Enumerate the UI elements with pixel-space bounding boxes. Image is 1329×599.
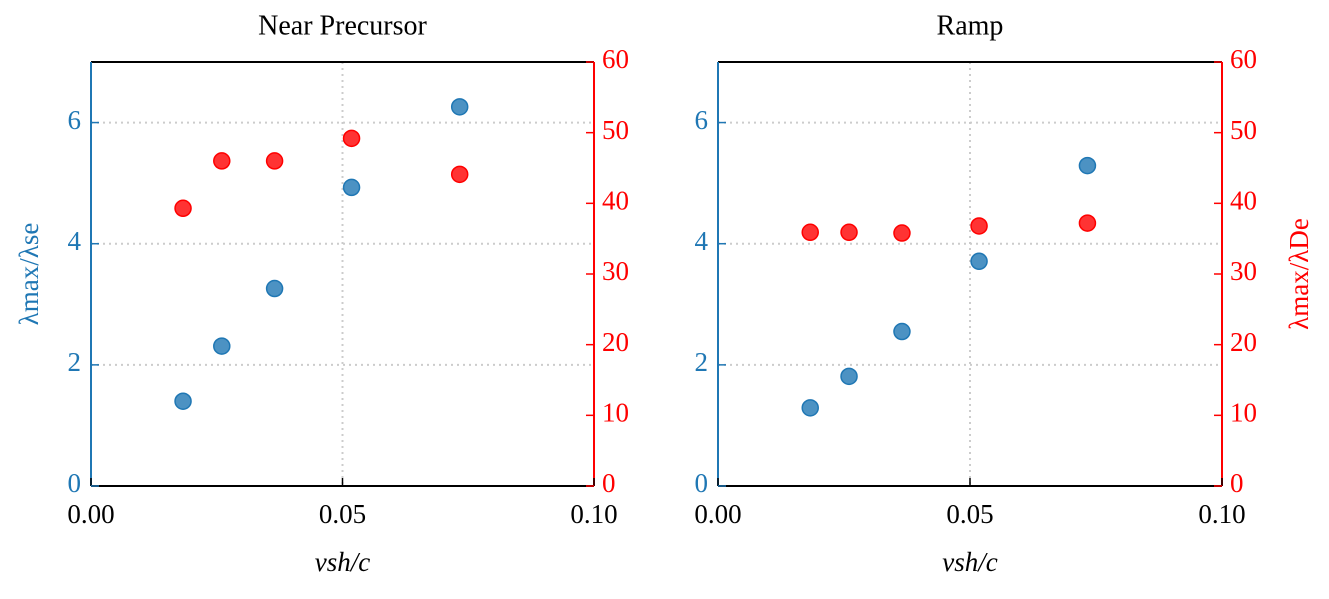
y-tick-label: 0	[68, 468, 82, 498]
y2-tick-label: 10	[1230, 398, 1257, 428]
point	[450, 165, 469, 184]
y2-tick-label: 30	[602, 256, 629, 286]
point	[450, 98, 469, 116]
point	[1078, 214, 1097, 232]
point	[265, 152, 284, 170]
y-axis-label: λmax/λse	[14, 223, 44, 326]
point	[265, 279, 284, 298]
point	[213, 337, 231, 355]
point	[970, 252, 988, 271]
y-tick-label: 6	[68, 105, 82, 135]
y2-tick-label: 20	[602, 327, 629, 357]
chart-title: Near Precursor	[258, 10, 427, 41]
x-tick-label: 0.10	[1198, 499, 1245, 529]
point	[840, 223, 858, 242]
point	[1078, 156, 1097, 175]
y-tick-label: 6	[695, 105, 709, 135]
x-tick-label: 0.05	[946, 499, 993, 529]
x-axis-label: vsh/c	[942, 547, 997, 577]
point	[174, 199, 192, 218]
x-tick-label: 0.10	[570, 499, 617, 529]
point	[893, 322, 911, 341]
point	[801, 399, 819, 417]
y2-tick-label: 20	[1230, 327, 1257, 357]
point	[213, 152, 231, 170]
point	[342, 129, 361, 148]
y2-axis-label: λmax/λDe	[1284, 218, 1314, 330]
y-tick-label: 2	[68, 347, 82, 377]
y2-tick-label: 50	[1230, 115, 1257, 145]
point	[840, 367, 858, 386]
y-tick-label: 0	[695, 468, 709, 498]
point	[342, 178, 361, 197]
point	[893, 224, 911, 242]
point	[801, 223, 819, 242]
y2-tick-label: 60	[1230, 44, 1257, 74]
y2-tick-label: 40	[1230, 186, 1257, 216]
point	[174, 392, 192, 410]
point	[970, 217, 988, 235]
x-tick-label: 0.00	[67, 499, 114, 529]
y2-tick-label: 30	[1230, 256, 1257, 286]
y2-tick-label: 50	[602, 115, 629, 145]
y-tick-label: 2	[695, 347, 709, 377]
x-tick-label: 0.05	[319, 499, 366, 529]
x-axis-label: vsh/c	[315, 547, 370, 577]
y2-tick-label: 0	[1230, 468, 1244, 498]
y2-tick-label: 0	[602, 468, 616, 498]
y-tick-label: 4	[695, 226, 709, 256]
x-tick-label: 0.00	[694, 499, 741, 529]
y-tick-label: 4	[68, 226, 82, 256]
y2-tick-label: 40	[602, 186, 629, 216]
y2-tick-label: 60	[602, 44, 629, 74]
chart-title: Ramp	[937, 10, 1004, 41]
y2-tick-label: 10	[602, 398, 629, 428]
